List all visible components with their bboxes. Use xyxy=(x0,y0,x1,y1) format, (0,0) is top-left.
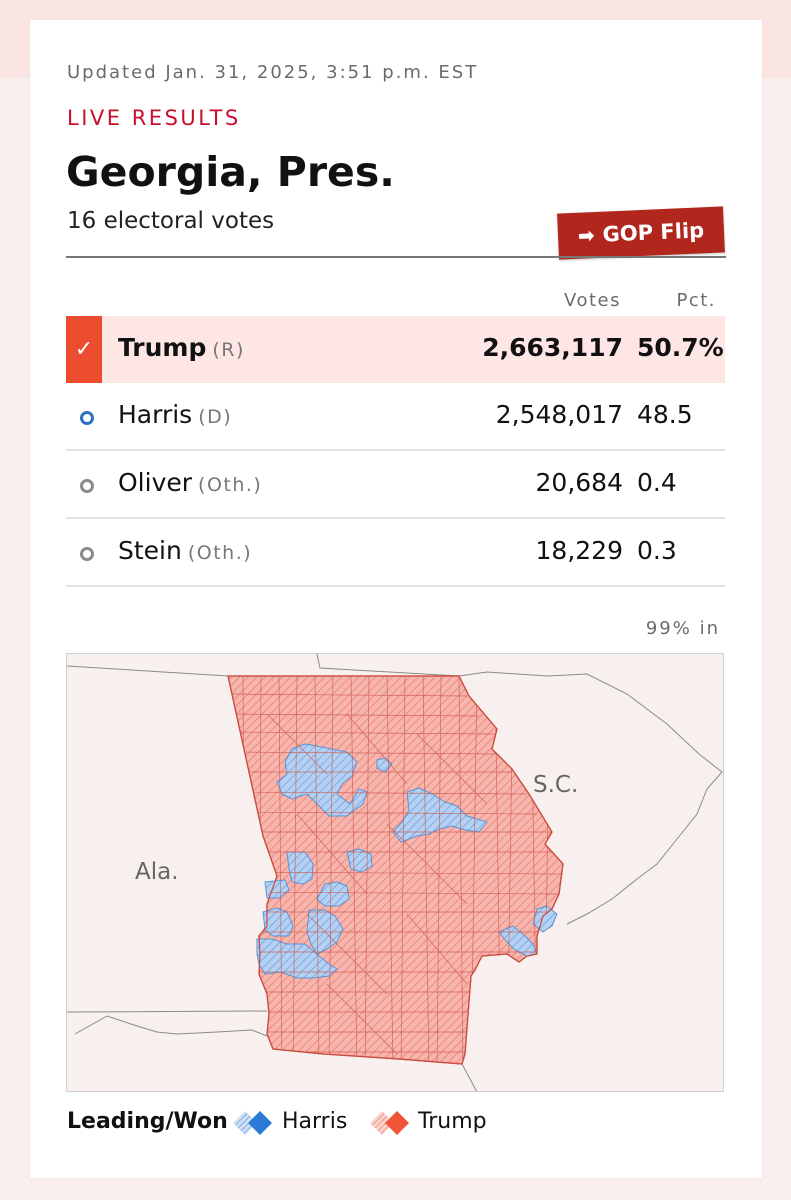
candidate-name: Trump (R) xyxy=(118,333,245,362)
column-header-pct: Pct. xyxy=(676,290,716,311)
candidate-pct: 0.4 xyxy=(637,468,677,497)
results-card: Updated Jan. 31, 2025, 3:51 p.m. EST LIV… xyxy=(30,20,762,1178)
candidate-row-trump: ✓ Trump (R) 2,663,117 50.7% xyxy=(66,316,725,383)
gop-flip-badge[interactable]: ➡ GOP Flip xyxy=(557,206,725,260)
state-label-sc: S.C. xyxy=(533,772,579,798)
live-results-label: LIVE RESULTS xyxy=(67,106,241,130)
georgia-county-map xyxy=(67,654,723,1091)
candidate-votes: 18,229 xyxy=(535,536,623,565)
party-label: (D) xyxy=(198,406,233,428)
harris-counties xyxy=(256,743,558,979)
party-label: (Oth.) xyxy=(198,474,263,496)
state-label-ala: Ala. xyxy=(135,859,179,885)
gop-flip-label: GOP Flip xyxy=(602,218,705,247)
georgia-state-shape xyxy=(227,675,564,1065)
electoral-votes: 16 electoral votes xyxy=(67,208,275,234)
party-label: (R) xyxy=(212,339,245,361)
georgia-outline xyxy=(227,675,564,1065)
winner-checkmark-icon: ✓ xyxy=(66,316,102,383)
candidate-name: Stein (Oth.) xyxy=(118,536,253,565)
county-map[interactable]: S.C. Ala. xyxy=(66,653,724,1092)
legend-label-harris: Harris xyxy=(282,1109,348,1134)
legend-label-trump: Trump xyxy=(418,1109,487,1134)
updated-timestamp: Updated Jan. 31, 2025, 3:51 p.m. EST xyxy=(67,62,479,83)
other-dot-icon xyxy=(80,547,94,561)
candidate-votes: 2,663,117 xyxy=(482,333,623,362)
other-dot-icon xyxy=(80,479,94,493)
candidate-row-oliver: Oliver (Oth.) 20,684 0.4 xyxy=(66,451,725,519)
candidate-votes: 2,548,017 xyxy=(495,400,623,429)
candidate-pct: 0.3 xyxy=(637,536,677,565)
party-label: (Oth.) xyxy=(187,542,253,564)
legend-title: Leading/Won xyxy=(67,1109,228,1134)
column-header-votes: Votes xyxy=(564,290,621,311)
candidate-name: Harris (D) xyxy=(118,400,233,429)
candidate-row-harris: Harris (D) 2,548,017 48.5 xyxy=(66,383,725,451)
candidate-pct: 48.5 xyxy=(637,400,693,429)
arrow-right-icon: ➡ xyxy=(577,223,596,248)
race-title: Georgia, Pres. xyxy=(66,148,395,196)
trump-legend-swatch-icon xyxy=(370,1111,409,1135)
candidate-votes: 20,684 xyxy=(535,468,623,497)
candidate-row-stein: Stein (Oth.) 18,229 0.3 xyxy=(66,519,725,587)
harris-legend-swatch-icon xyxy=(233,1111,272,1135)
divider xyxy=(66,256,726,258)
reporting-percent: 99% in xyxy=(645,618,720,639)
dem-dot-icon xyxy=(80,411,94,425)
candidate-pct: 50.7% xyxy=(637,333,724,362)
candidate-name: Oliver (Oth.) xyxy=(118,468,263,497)
